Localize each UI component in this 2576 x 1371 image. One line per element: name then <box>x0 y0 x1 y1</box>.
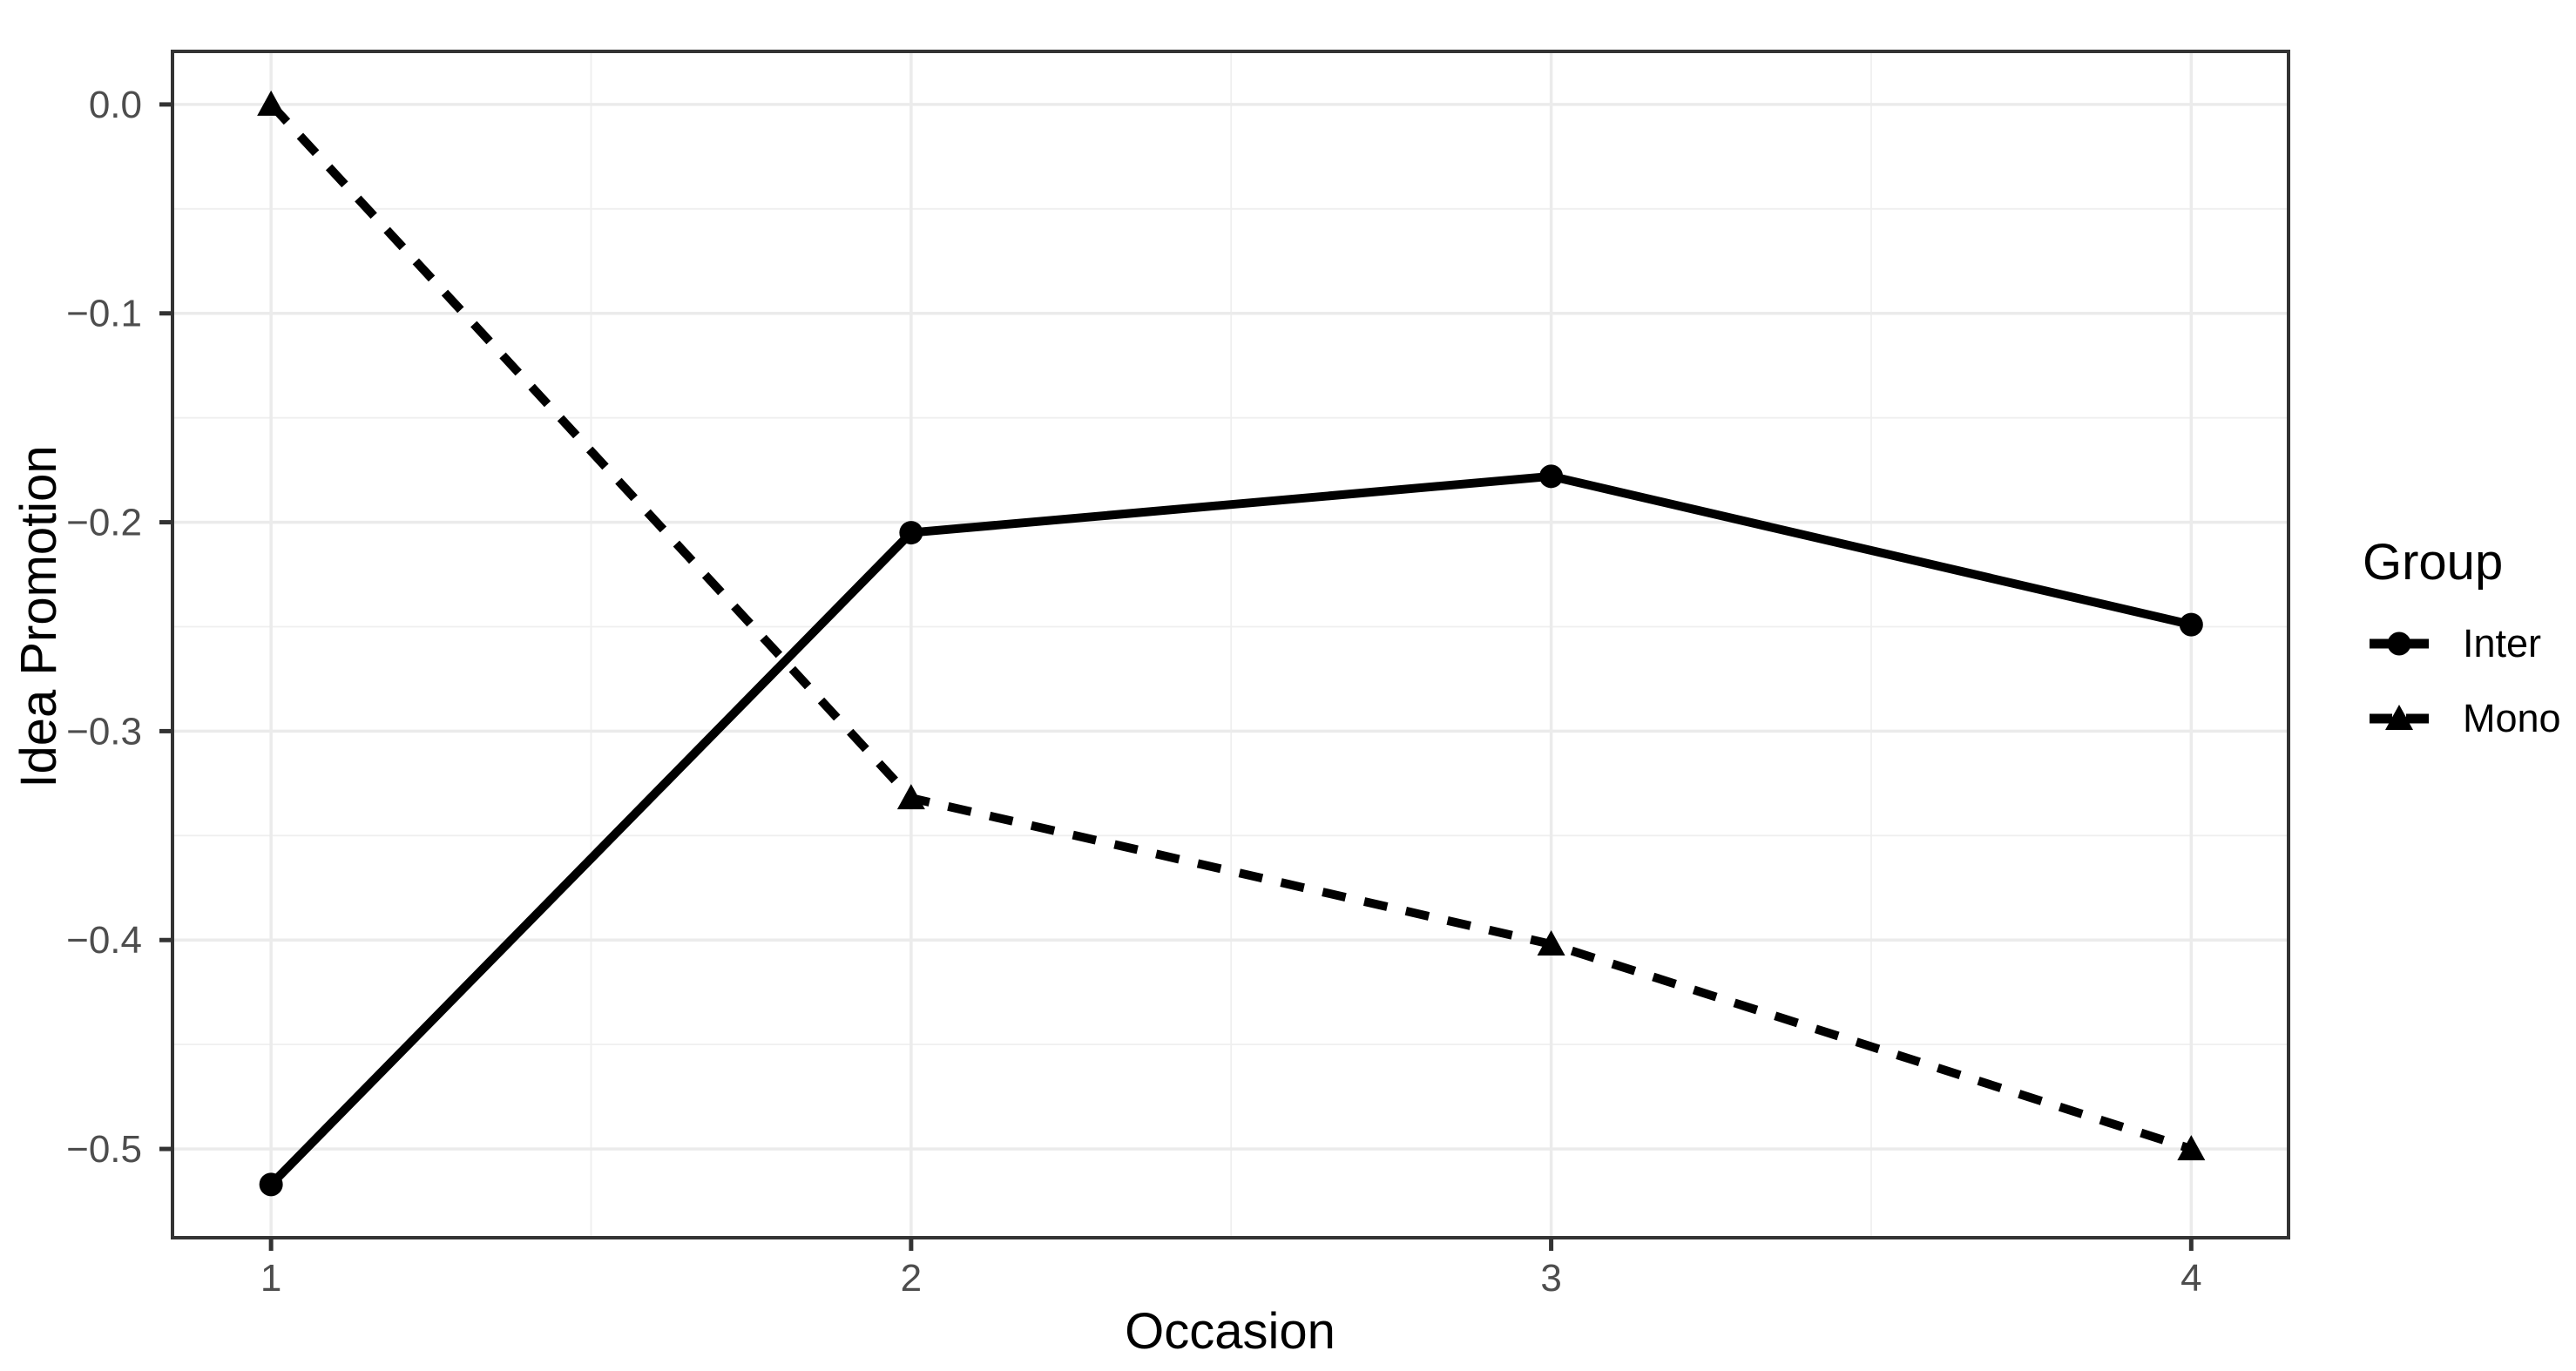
legend-key-inter-circle-marker <box>2387 631 2411 656</box>
series-line-inter <box>267 471 2193 1188</box>
x-tick-label: 1 <box>260 1257 281 1300</box>
legend: Group Inter Mono <box>2363 534 2561 740</box>
legend-key-mono-triangle-marker <box>2385 705 2413 730</box>
y-axis-title: Idea Promotion <box>10 445 67 787</box>
series-inter-circle-marker <box>2179 612 2203 637</box>
series-layer <box>257 90 2206 1197</box>
series-inter-circle-marker <box>259 1172 283 1197</box>
y-tick-label: −0.2 <box>66 502 142 544</box>
x-tick-label: 3 <box>1540 1257 1561 1300</box>
series-mono-triangle-marker <box>896 784 925 810</box>
y-tick-label: 0.0 <box>89 84 142 126</box>
series-inter-circle-marker <box>899 521 923 545</box>
series-mono-triangle-marker <box>2177 1135 2206 1161</box>
legend-label-mono: Mono <box>2463 696 2561 740</box>
legend-label-inter: Inter <box>2463 621 2541 665</box>
y-tick-label: −0.1 <box>66 293 142 335</box>
series-mono-triangle-marker <box>1537 930 1565 956</box>
x-tick-label: 4 <box>2180 1257 2201 1300</box>
y-tick-label: −0.4 <box>66 919 142 962</box>
x-tick-label: 2 <box>901 1257 922 1300</box>
series-inter-circle-marker <box>1539 464 1564 489</box>
axis-tick-labels: 1 2 3 4 0.0 −0.1 −0.2 −0.3 −0.4 −0.5 <box>66 84 2201 1300</box>
gridlines-minor <box>172 51 2289 1238</box>
gridlines-major <box>172 51 2289 1238</box>
axis-ticks <box>159 102 2194 1251</box>
legend-title: Group <box>2363 534 2503 591</box>
panel-border <box>171 50 2290 1239</box>
legend-keys <box>2370 631 2429 730</box>
series-mono-triangle-marker <box>257 90 286 116</box>
y-tick-label: −0.3 <box>66 710 142 753</box>
x-axis-title: Occasion <box>1125 1303 1335 1360</box>
series-line-mono <box>267 101 2193 1153</box>
y-tick-label: −0.5 <box>66 1128 142 1171</box>
